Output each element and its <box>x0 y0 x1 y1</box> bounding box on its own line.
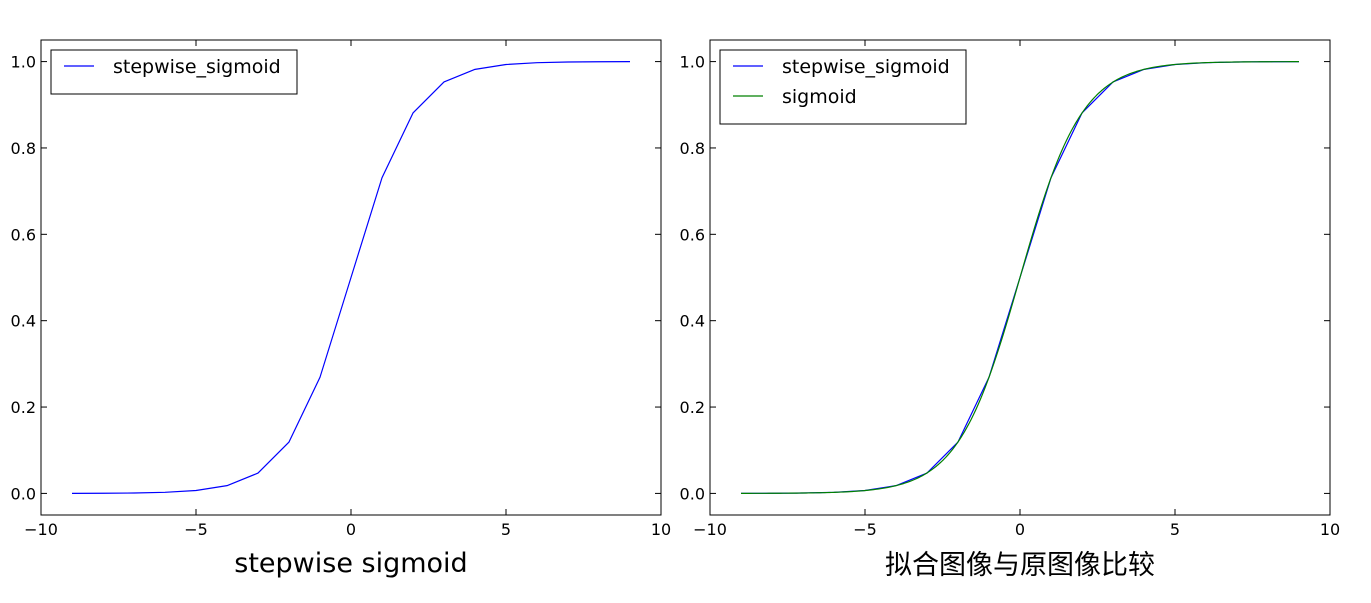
x-tick-label: −5 <box>184 520 208 539</box>
x-tick-label: 10 <box>1320 520 1340 539</box>
x-tick-label: −10 <box>24 520 58 539</box>
series-line-sigmoid <box>740 61 1300 494</box>
legend-label: sigmoid <box>782 86 857 108</box>
x-tick-label: −5 <box>853 520 877 539</box>
y-tick-label: 0.6 <box>680 225 705 244</box>
x-tick-label: 5 <box>1170 520 1180 539</box>
y-tick-label: 1.0 <box>11 53 36 72</box>
x-tick-label: −10 <box>693 520 727 539</box>
x-axis-label: stepwise sigmoid <box>234 548 467 579</box>
x-tick-label: 10 <box>651 520 671 539</box>
y-tick-label: 1.0 <box>680 53 705 72</box>
x-axis-label: 拟合图像与原图像比较 <box>885 550 1155 581</box>
x-tick-label: 0 <box>1015 520 1025 539</box>
y-tick-label: 0.2 <box>680 398 705 417</box>
y-tick-label: 0.4 <box>11 312 36 331</box>
y-tick-label: 0.0 <box>680 484 705 503</box>
y-tick-label: 0.2 <box>11 398 36 417</box>
legend-label: stepwise_sigmoid <box>113 56 281 78</box>
y-tick-label: 0.0 <box>11 484 36 503</box>
y-tick-label: 0.8 <box>11 139 36 158</box>
chart-comparison: −10 −5 0 5 10 0.0 0.2 0.4 0.6 0.8 1.0 stepwise_sigm… <box>680 39 1340 581</box>
y-tick-label: 0.4 <box>680 312 705 331</box>
legend-label: stepwise_sigmoid <box>782 56 950 78</box>
legend <box>719 49 967 125</box>
chart-stepwise-sigmoid: −10 −5 0 5 10 0.0 0.2 0.4 0.6 0.8 1.0 stepwise_sigm… <box>11 39 671 579</box>
y-tick-label: 0.6 <box>11 225 36 244</box>
x-tick-label: 5 <box>501 520 511 539</box>
x-tick-label: 0 <box>346 520 356 539</box>
series-line-stepwise-sigmoid <box>71 61 631 494</box>
legend <box>50 49 298 95</box>
y-tick-label: 0.8 <box>680 139 705 158</box>
